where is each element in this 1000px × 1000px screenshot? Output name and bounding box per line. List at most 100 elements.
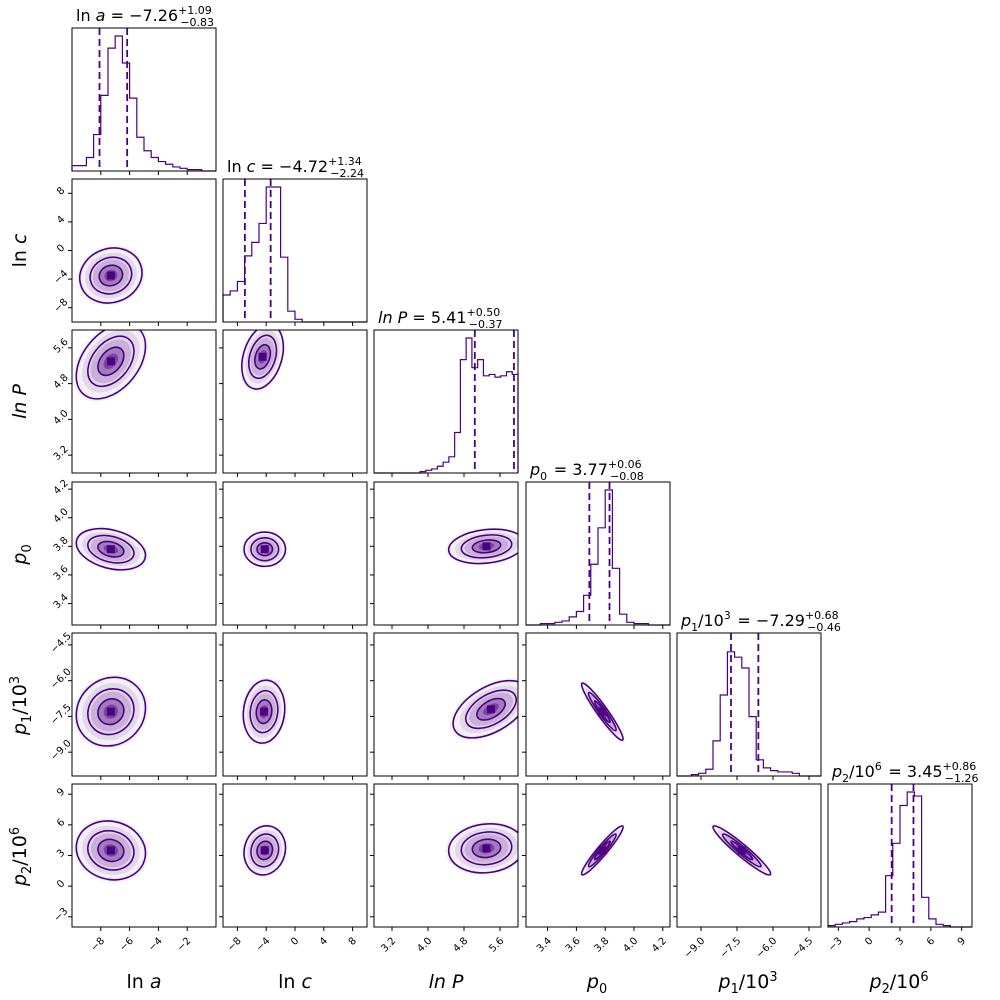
density <box>710 823 773 877</box>
diag-panel-p1: p1/103 = −7.29+0.68 −0.46 <box>676 609 841 780</box>
y-axis-label-p2: p2/106 <box>8 825 35 887</box>
panel-title: p2/106 = 3.45+0.86 −1.26 <box>831 760 978 785</box>
diag-panel-lnP: ln P = 5.41+0.50 −0.37 <box>373 306 519 477</box>
panel-p0-vs-lnP <box>370 481 519 629</box>
contour-2 <box>97 838 125 863</box>
density <box>445 821 518 875</box>
panel-title: ln c = −4.72+1.34 −2.24 <box>227 155 364 180</box>
x-tick-label: −6.0 <box>754 936 779 961</box>
contour-1 <box>87 829 135 871</box>
x-tick-label: 4.0 <box>621 936 640 955</box>
x-axis-label-lnP: ln P <box>429 971 464 993</box>
contour-0 <box>580 682 624 742</box>
contour-2 <box>98 264 124 287</box>
y-tick-label: 6 <box>55 817 67 829</box>
density <box>579 680 625 743</box>
contour-0 <box>243 531 287 568</box>
contour-0 <box>712 825 772 876</box>
contour-1 <box>89 256 133 295</box>
panel-lnc-vs-lna: −8 −4 0 4 8 <box>52 178 217 326</box>
contour-1 <box>87 335 135 388</box>
x-tick-label: 3 <box>894 936 906 948</box>
x-axis-label-lna: ln a <box>126 971 161 993</box>
x-tick-label: 3.8 <box>593 936 612 955</box>
contour-1 <box>460 831 513 866</box>
contour-1 <box>250 833 280 868</box>
y-tick-label: −4 <box>52 268 70 286</box>
y-axis-label-p1: p1/103 <box>8 674 35 736</box>
panel-title: ln a = −7.26+1.09 −0.83 <box>76 4 214 29</box>
x-tick-label: 8 <box>347 936 359 948</box>
contour-1 <box>465 689 518 730</box>
panel-lnP-vs-lna: 3.2 4.0 4.8 5.6 <box>52 329 217 477</box>
diag-panel-lnc: ln c = −4.72+1.34 −2.24 <box>222 155 368 326</box>
y-tick-label: 3.6 <box>52 564 71 583</box>
density <box>73 526 149 572</box>
y-tick-label: −6.0 <box>49 666 74 691</box>
panel-frame <box>71 481 217 626</box>
x-tick-label: 6 <box>925 936 937 948</box>
y-axis-label-lnP: ln P <box>9 384 31 419</box>
y-tick-label: 9 <box>55 786 67 798</box>
y-tick-label: 0 <box>55 878 67 890</box>
contour-2 <box>471 838 502 859</box>
panel-frame <box>373 329 519 474</box>
panel-p0-vs-lnc <box>219 481 368 629</box>
contour-1 <box>250 536 280 562</box>
peak-marker <box>598 707 607 716</box>
panel-title: p0 = 3.77+0.06 −0.08 <box>529 458 644 483</box>
y-tick-label: 4.0 <box>52 408 71 427</box>
panel-title: p1/103 = −7.29+0.68 −0.46 <box>680 609 841 634</box>
contour-2 <box>256 840 274 861</box>
y-tick-label: −3 <box>52 906 70 924</box>
diag-panel-p2: p2/106 = 3.45+0.86 −1.26 −3 0 3 6 9 <box>826 760 978 954</box>
peak-marker <box>260 545 269 554</box>
panel-p2-vs-p1: −9.0 −7.5 −6.0 −4.5 <box>673 783 822 961</box>
density <box>77 245 145 306</box>
y-tick-label: 3.2 <box>52 444 71 463</box>
x-tick-label: −7.5 <box>718 936 743 961</box>
contour-0 <box>241 330 285 390</box>
y-tick-label: 4 <box>55 214 67 226</box>
contour-0 <box>242 679 286 744</box>
y-tick-label: −4.5 <box>49 631 74 656</box>
density <box>450 678 518 741</box>
peak-marker <box>106 357 115 366</box>
histogram-p0 <box>526 489 670 626</box>
contour-0 <box>447 528 518 565</box>
peak-marker <box>260 846 269 855</box>
contour-2 <box>476 697 506 721</box>
y-tick-label: 4.2 <box>52 478 71 497</box>
panel-frame <box>373 481 519 626</box>
panel-frame <box>71 27 217 172</box>
contour-0 <box>243 825 287 876</box>
density <box>242 823 288 877</box>
contour-2 <box>255 699 273 725</box>
x-tick-label: −8 <box>89 936 107 954</box>
density <box>579 823 625 877</box>
panel-frame <box>71 329 217 474</box>
x-tick-label: −4 <box>254 936 272 954</box>
contour-0 <box>447 823 518 874</box>
contour-1 <box>460 534 513 559</box>
x-tick-label: −4 <box>147 936 165 954</box>
peak-marker <box>258 352 267 361</box>
panel-p0-vs-lna: 3.4 3.6 3.8 4.0 4.2 <box>52 478 217 629</box>
contour-0 <box>452 679 518 739</box>
panel-p2-vs-lna: −8 −6 −4 −2 −3 0 3 6 9 <box>52 783 217 954</box>
contour-2 <box>471 539 502 554</box>
y-tick-label: 0 <box>55 243 67 255</box>
panel-p1-vs-lna: −9.0 −7.5 −6.0 −4.5 <box>49 631 217 780</box>
peak-marker <box>482 542 491 551</box>
contour-0 <box>75 330 147 400</box>
panel-frame <box>676 632 822 777</box>
panel-p2-vs-lnc: −8 −4 0 4 8 <box>219 783 368 954</box>
x-tick-label: 4 <box>318 936 330 948</box>
contour-1 <box>87 687 135 736</box>
x-axis-label-lnc: ln c <box>278 971 312 993</box>
x-tick-label: −8 <box>226 936 244 954</box>
diag-panel-p0: p0 = 3.77+0.06 −0.08 <box>525 458 671 629</box>
y-tick-label: 4.0 <box>52 506 71 525</box>
histogram-p1 <box>677 651 821 777</box>
x-tick-label: 4.0 <box>415 936 434 955</box>
